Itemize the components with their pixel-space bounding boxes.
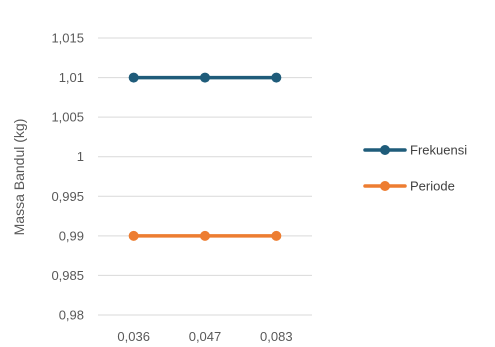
legend-label: Frekuensi [410, 143, 467, 158]
series-group [128, 72, 282, 241]
y-tick-label: 0,98 [59, 308, 84, 323]
data-point [200, 72, 210, 83]
data-point [271, 72, 282, 83]
series-frekuensi [128, 72, 282, 83]
y-tick-label: 1,015 [51, 31, 84, 46]
series-periode [128, 230, 282, 241]
x-tick-label: 0,047 [189, 329, 222, 344]
data-point [271, 230, 282, 241]
y-tick-label: 1,005 [51, 110, 84, 125]
y-tick-label: 0,99 [59, 228, 84, 243]
y-axis-title: Massa Bandul (kg) [11, 119, 27, 236]
data-point [128, 72, 139, 83]
legend-marker [380, 181, 390, 191]
y-tick-label: 0,995 [51, 189, 84, 204]
x-axis-ticks: 0,036 0,047 0,083 [117, 329, 292, 344]
y-tick-label: 1 [77, 149, 84, 164]
y-tick-label: 1,01 [59, 70, 84, 85]
x-tick-label: 0,083 [260, 329, 293, 344]
legend-item: Frekuensi [363, 143, 467, 158]
legend-marker [380, 145, 390, 155]
legend-item: Periode [363, 179, 455, 194]
y-axis-ticks: 1,015 1,01 1,005 1 0,995 0,99 0,985 0,98 [51, 31, 84, 323]
y-tick-label: 0,985 [51, 268, 84, 283]
data-point [128, 230, 139, 241]
legend: Frekuensi Periode [363, 143, 467, 194]
legend-label: Periode [410, 179, 455, 194]
x-tick-label: 0,036 [117, 329, 150, 344]
data-point [200, 230, 210, 241]
